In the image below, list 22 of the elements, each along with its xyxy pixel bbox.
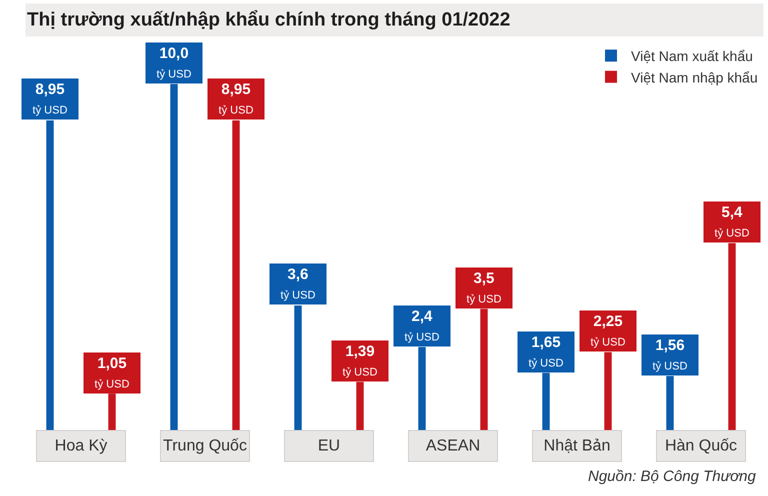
data-label: 8,95 tỷ USD: [32, 81, 68, 116]
data-label: 2,25 tỷ USD: [590, 313, 626, 348]
data-label: 3,5 tỷ USD: [466, 270, 502, 306]
text: Nguồn: Bộ Công Thương: [588, 468, 756, 485]
data-label: 8,95 tỷ USD: [218, 81, 254, 116]
x-tick-label: Hoa Kỳ: [54, 438, 108, 454]
x-tick-label: ASEAN: [426, 438, 480, 454]
x-tick-label: EU: [318, 438, 340, 454]
data-label: 1,56 tỷ USD: [652, 337, 688, 372]
legend-label: Việt Nam xuất khẩu: [631, 48, 753, 64]
data-label: 5,4 tỷ USD: [714, 204, 750, 240]
x-tick-label: Nhật Bản: [544, 438, 610, 454]
x-tick-label: Hàn Quốc: [664, 438, 738, 454]
data-label: 10,0 tỷ USD: [156, 45, 192, 80]
data-label: 3,6 tỷ USD: [280, 266, 316, 302]
legend-label: Việt Nam nhập khẩu: [631, 69, 758, 86]
x-tick-label: Trung Quốc: [163, 438, 247, 454]
data-label: 1,39 tỷ USD: [342, 343, 378, 378]
data-label: 1,05 tỷ USD: [94, 355, 130, 390]
data-label: 1,65 tỷ USD: [528, 334, 564, 370]
chart-title: Thị trường xuất/nhập khẩu chính trong tháng 01/2022: [27, 10, 510, 30]
data-label: 2,4 tỷ USD: [404, 308, 440, 344]
